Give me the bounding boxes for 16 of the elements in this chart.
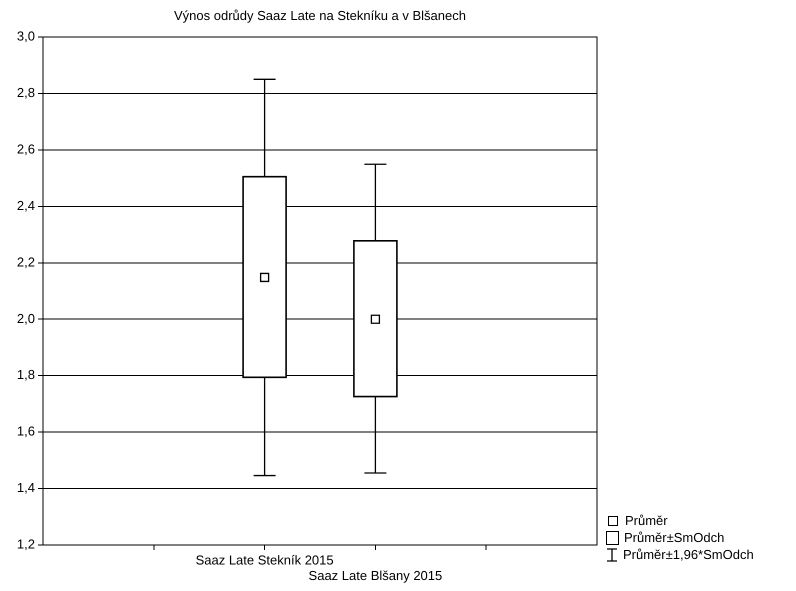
y-tick-label: 2,2	[16, 254, 35, 270]
text: Průměr	[625, 512, 668, 529]
x-tick-label: Saaz Late Blšany 2015	[308, 568, 442, 583]
y-tick-label: 2,8	[16, 85, 35, 100]
chart-title: Výnos odrůdy Saaz Late na Stekníku a v Blšanech	[173, 8, 467, 23]
y-tick-label: 1,2	[16, 536, 35, 552]
y-tick-label: 3,0	[16, 28, 35, 44]
y-tick-label: 1,4	[16, 480, 35, 496]
y-tick-label: 1,8	[16, 367, 35, 382]
y-tick-label: 2,6	[16, 141, 35, 156]
y-tick-label: 1,6	[16, 424, 35, 439]
x-tick-label: Saaz Late Stekník 2015	[196, 552, 334, 568]
text: Průměr±1,96*SmOdch	[623, 546, 754, 563]
y-tick-label: 2,4	[16, 198, 35, 213]
text: Průměr±SmOdch	[624, 529, 724, 546]
y-tick-label: 2,0	[16, 310, 35, 326]
